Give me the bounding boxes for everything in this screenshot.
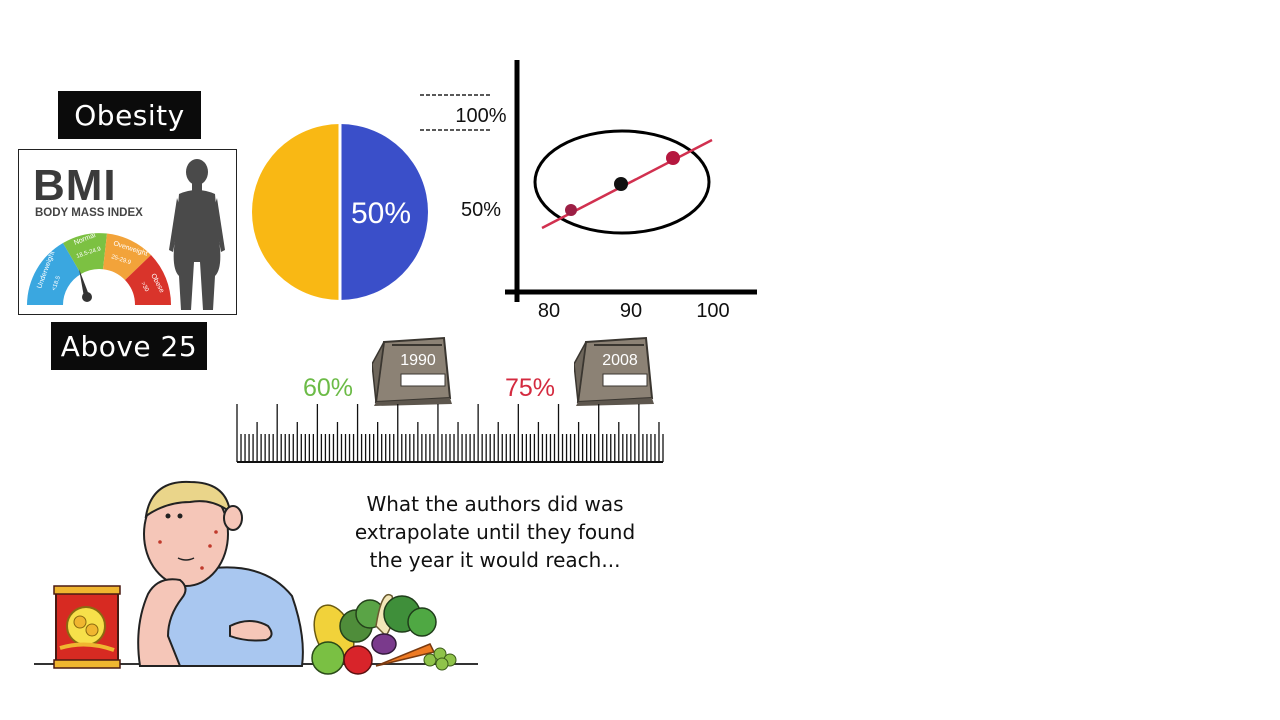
pie-chart: 50% xyxy=(252,124,428,300)
bmi-gauge-illustration: Underweight <18.5 Normal 18.5-24.9 Overw… xyxy=(27,159,225,310)
gauge-range-obese: >30 xyxy=(139,281,149,293)
obesity-label: Obesity xyxy=(58,91,201,139)
x-tick-90: 90 xyxy=(620,300,642,322)
pie-slice-right xyxy=(340,124,428,300)
calendar-1990: 1990 xyxy=(372,336,452,406)
scatter-plot: 100% 50% 80 90 100 xyxy=(420,60,757,322)
gauge-obese xyxy=(125,255,172,305)
y-tick-100: 100% xyxy=(455,105,506,127)
caption-line-1: What the authors did was xyxy=(366,492,624,516)
gauge-underweight xyxy=(27,243,81,305)
percent-1990: 60% xyxy=(303,374,354,402)
caption-line-3: the year it would reach... xyxy=(369,548,621,572)
bmi-subtitle: BODY MASS INDEX xyxy=(35,207,143,219)
timeline-ruler xyxy=(236,404,664,463)
person-choosing-food-illustration xyxy=(34,480,478,675)
woman-silhouette xyxy=(169,159,225,310)
x-tick-80: 80 xyxy=(538,300,560,322)
calendar-year-2008: 2008 xyxy=(602,352,638,369)
data-point xyxy=(666,151,680,165)
thinking-person-figure xyxy=(137,480,304,667)
chips-bag-icon xyxy=(53,585,121,669)
bmi-card: BMI BODY MASS INDEX Underweight <18.5 No… xyxy=(18,149,237,315)
data-point xyxy=(565,204,577,216)
caption-line-2: extrapolate until they found xyxy=(354,520,636,544)
x-tick-100: 100 xyxy=(696,300,729,322)
narration-caption: What the authors did was extrapolate unt… xyxy=(330,490,660,574)
pie-slice-left xyxy=(252,124,340,300)
percent-2008: 75% xyxy=(505,374,556,402)
above-25-label: Above 25 xyxy=(51,322,207,370)
gauge-needle xyxy=(79,269,89,297)
cluster-ellipse xyxy=(533,129,711,235)
pie-value-label: 50% xyxy=(351,197,411,230)
gauge-normal xyxy=(63,233,107,274)
calendar-year-1990: 1990 xyxy=(400,352,436,369)
data-point xyxy=(614,177,628,191)
gauge-overweight xyxy=(103,233,151,280)
calendar-2008: 2008 xyxy=(574,336,654,406)
y-tick-50: 50% xyxy=(461,199,501,221)
gauge-range-underweight: <18.5 xyxy=(51,275,62,292)
bmi-title: BMI xyxy=(33,161,117,210)
vegetables-pile-icon xyxy=(311,593,457,675)
